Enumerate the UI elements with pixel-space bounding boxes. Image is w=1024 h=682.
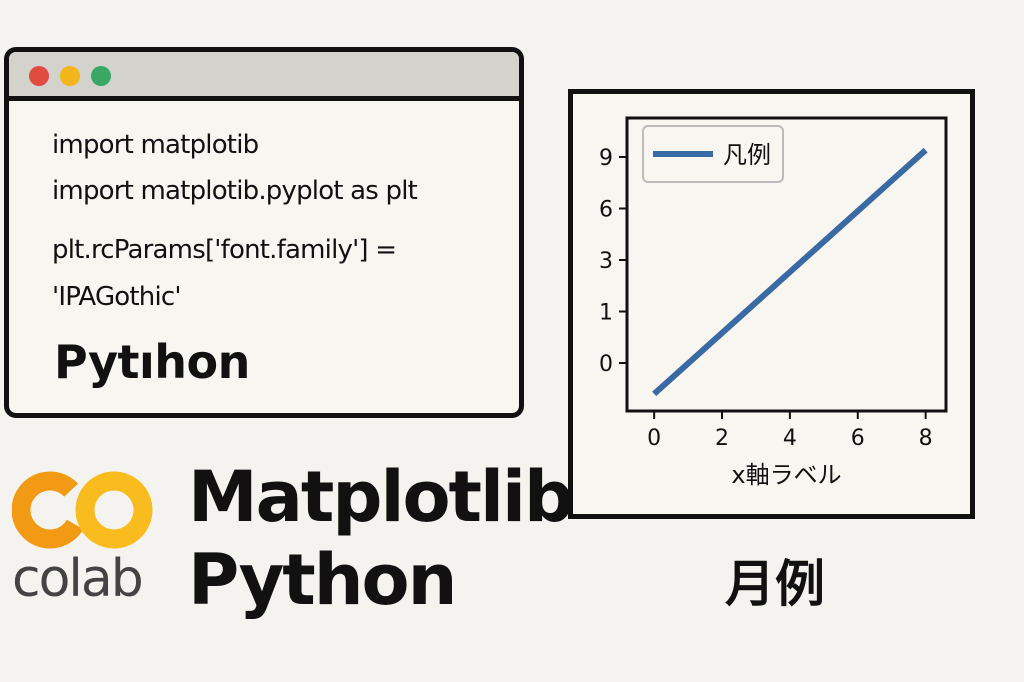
y-tick-label: 0	[599, 352, 613, 377]
line-chart: 0 1 3 6 9 0 2 4 6 8 x軸ラベル 凡例	[599, 116, 948, 489]
code-line: import matplotib	[52, 130, 259, 160]
legend-label: 凡例	[723, 141, 771, 169]
close-window-dot-icon[interactable]	[29, 66, 49, 86]
colab-logo-icon	[12, 471, 153, 549]
x-tick-label: 8	[919, 426, 933, 451]
code-window: import matplotib import matplotib.pyplot…	[4, 47, 524, 418]
minimize-window-dot-icon[interactable]	[60, 66, 80, 86]
y-tick-label: 3	[599, 249, 613, 274]
maximize-window-dot-icon[interactable]	[91, 66, 111, 86]
code-line: import matplotib.pyplot as plt	[52, 176, 418, 206]
x-tick-label: 4	[783, 426, 797, 451]
x-axis-label: x軸ラベル	[731, 461, 841, 489]
y-tick-label: 6	[599, 198, 613, 223]
headline-python: Python	[188, 539, 457, 621]
code-heading-text: Pytıhon	[54, 335, 250, 389]
y-tick-label: 1	[599, 301, 613, 326]
x-tick-label: 2	[715, 426, 729, 451]
plot-area-border	[625, 116, 948, 413]
colab-wordmark: colab	[12, 549, 144, 609]
y-tick-label: 9	[599, 146, 613, 171]
caption-below-chart: 月例	[725, 555, 825, 613]
window-titlebar	[9, 52, 519, 101]
chart-frame: 0 1 3 6 9 0 2 4 6 8 x軸ラベル 凡例	[568, 89, 975, 519]
series-line	[652, 147, 928, 397]
x-tick-label: 6	[851, 426, 865, 451]
code-line: plt.rcParams['font.family'] =	[52, 235, 397, 265]
headline-matplotlib: Matplotlib	[188, 456, 574, 538]
code-line: 'IPAGothic'	[52, 282, 182, 312]
x-tick-label: 0	[647, 426, 661, 451]
